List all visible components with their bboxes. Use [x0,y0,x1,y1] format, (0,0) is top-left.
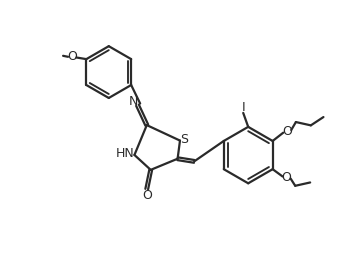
Text: I: I [242,101,245,114]
Text: N: N [128,95,138,108]
Text: O: O [142,189,152,202]
Text: HN: HN [116,147,135,160]
Text: O: O [67,50,77,63]
Text: O: O [282,124,292,138]
Text: S: S [180,134,188,146]
Text: O: O [282,171,291,184]
